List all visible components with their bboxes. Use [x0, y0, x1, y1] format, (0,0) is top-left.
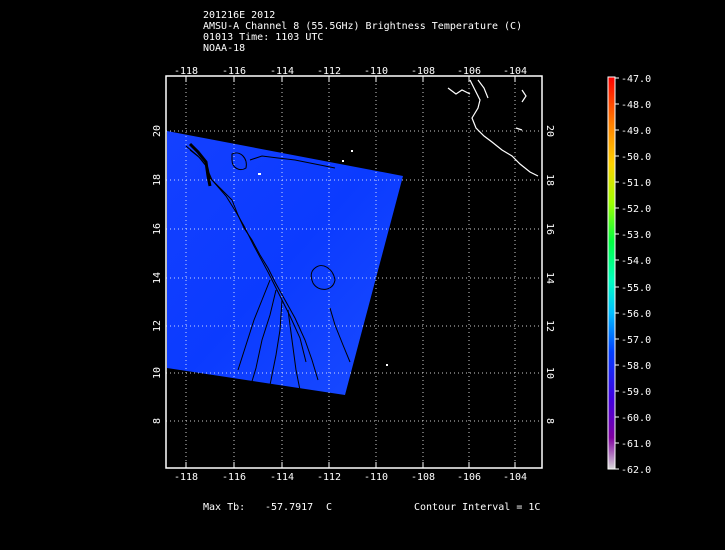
title-line-4: NOAA-18	[203, 43, 246, 54]
map-frame	[165, 75, 543, 469]
max-tb-unit: C	[326, 502, 333, 513]
colorbar-label: -54.0	[621, 256, 651, 267]
lat-label-left: 10	[152, 367, 163, 379]
title-block: 201216E 2012 AMSU-A Channel 8 (55.5GHz) B…	[203, 10, 522, 54]
title-line-3: 01013 Time: 1103 UTC	[203, 32, 324, 43]
colorbar-label: -47.0	[621, 74, 651, 85]
island-markers	[258, 150, 388, 366]
colorbar-label: -62.0	[621, 465, 651, 476]
lat-label-left: 8	[152, 418, 163, 424]
lon-label-bottom: -110	[364, 472, 388, 483]
colorbar-label: -48.0	[621, 100, 651, 111]
coastline	[188, 142, 212, 187]
colorbar-label: -57.0	[621, 335, 651, 346]
colorbar	[607, 76, 616, 470]
lat-label-left: 20	[152, 125, 163, 137]
colorbar-label: -61.0	[621, 439, 651, 450]
colorbar-label: -56.0	[621, 309, 651, 320]
lon-label-top: -106	[457, 66, 481, 77]
colorbar-label: -60.0	[621, 413, 651, 424]
title-line-2: AMSU-A Channel 8 (55.5GHz) Brightness Te…	[203, 21, 523, 32]
colorbar-label: -50.0	[621, 152, 651, 163]
lat-label-left: 14	[152, 272, 163, 284]
lat-label-right: 10	[544, 367, 555, 379]
lat-label-left: 18	[152, 174, 163, 186]
colorbar-ticks	[615, 77, 619, 470]
lon-label-top: -108	[411, 66, 435, 77]
lat-label-right: 12	[544, 320, 555, 332]
lon-label-top: -112	[317, 66, 341, 77]
colorbar-label: -53.0	[621, 230, 651, 241]
lon-label-top: -104	[503, 66, 527, 77]
colorbar-label: -59.0	[621, 387, 651, 398]
lat-label-right: 18	[544, 174, 555, 186]
max-tb-label: Max Tb:	[203, 502, 246, 513]
brightness-swath	[167, 131, 403, 395]
colorbar-label: -52.0	[621, 204, 651, 215]
lat-label-right: 8	[544, 418, 555, 424]
lat-label-left: 12	[152, 320, 163, 332]
lat-lon-grid	[166, 76, 542, 468]
title-line-1: 201216E 2012	[203, 10, 276, 21]
lon-label-bottom: -106	[457, 472, 481, 483]
contour-lines	[185, 145, 351, 391]
lon-label-bottom: -104	[503, 472, 527, 483]
max-tb-value: -57.7917	[265, 502, 314, 513]
lon-label-top: -116	[222, 66, 246, 77]
colorbar-label: -55.0	[621, 283, 651, 294]
lat-label-right: 14	[544, 272, 555, 284]
lat-label-right: 16	[544, 223, 555, 235]
lon-label-bottom: -108	[411, 472, 435, 483]
frame-ticks	[185, 76, 516, 468]
lon-label-top: -114	[270, 66, 294, 77]
lon-label-bottom: -118	[174, 472, 198, 483]
lon-label-bottom: -112	[317, 472, 341, 483]
contour-interval: Contour Interval = 1C	[414, 502, 541, 513]
lat-label-right: 20	[544, 125, 555, 137]
colorbar-label: -49.0	[621, 126, 651, 137]
lon-label-bottom: -114	[270, 472, 294, 483]
lon-label-bottom: -116	[222, 472, 246, 483]
lon-label-top: -118	[174, 66, 198, 77]
colorbar-label: -58.0	[621, 361, 651, 372]
lat-label-left: 16	[152, 223, 163, 235]
colorbar-label: -51.0	[621, 178, 651, 189]
lon-label-top: -110	[364, 66, 388, 77]
mexico-coastline	[447, 79, 539, 177]
